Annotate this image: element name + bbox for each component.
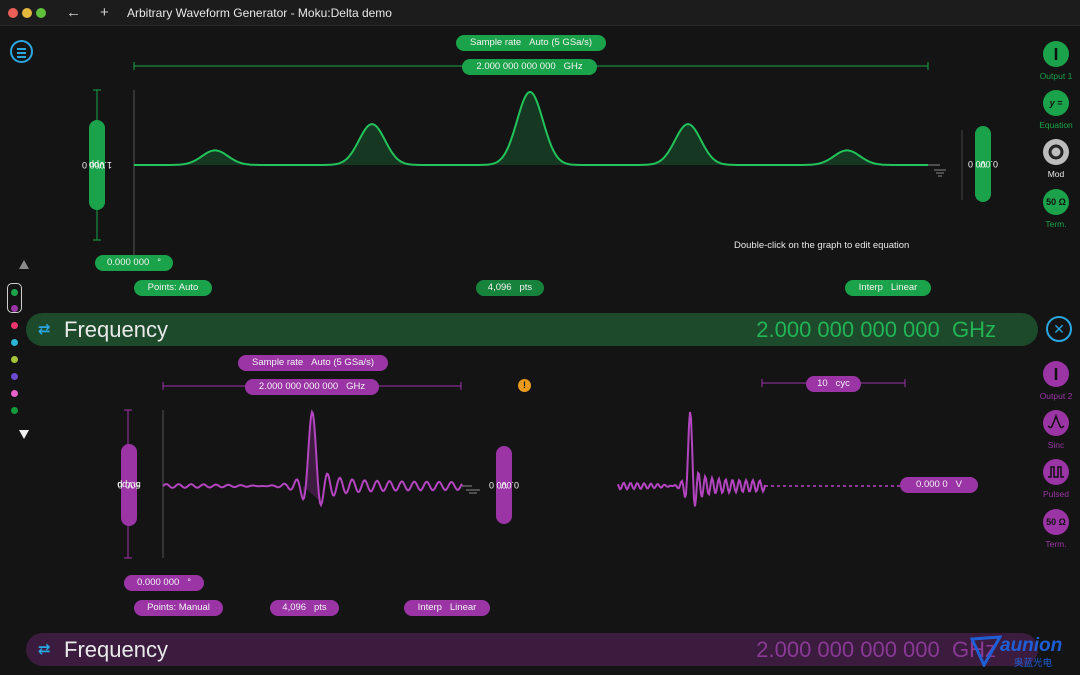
ch2-interp-pill[interactable]: Interp Linear <box>404 600 490 616</box>
new-tab-plus-icon[interactable]: + <box>100 4 109 21</box>
logo-mark-icon <box>969 635 1002 667</box>
ch1-phase-pill[interactable]: 0.000 000 ° <box>95 255 173 271</box>
frequency-label: Frequency <box>64 637 168 662</box>
mod-label: Mod <box>1047 169 1065 179</box>
sinc-icon[interactable] <box>1043 410 1069 436</box>
ch2-amplitude-pill[interactable]: 500.0 mVpp <box>117 444 141 526</box>
edit-equation-hint: Double-click on the graph to edit equati… <box>734 240 910 251</box>
frequency-value[interactable]: 2.000 000 000 000 GHz <box>756 637 996 662</box>
ch1-frequency-bar[interactable]: ⇄ Frequency 2.000 000 000 000 GHz <box>26 313 1038 346</box>
scroll-up-arrow-icon[interactable] <box>19 260 29 269</box>
channel-dot-4[interactable] <box>11 339 18 346</box>
ch2-burst-cycles-pill[interactable]: 10 cyc <box>806 376 861 392</box>
scroll-down-arrow-icon[interactable] <box>19 430 29 439</box>
swap-arrows-icon[interactable]: ⇄ <box>38 641 51 658</box>
output2-label: Output 2 <box>1039 391 1073 401</box>
ch2-frequency-pill[interactable]: 2.000 000 000 000 GHz <box>245 379 379 395</box>
pulse-icon[interactable] <box>1043 459 1069 485</box>
termination-label: Term. <box>1045 539 1067 549</box>
minimize-window-button[interactable] <box>22 8 32 18</box>
maximize-window-button[interactable] <box>36 8 46 18</box>
channel-dot-6[interactable] <box>11 373 18 380</box>
ch2-phase-pill[interactable]: 0.000 000 ° <box>124 575 204 591</box>
aunion-logo: aunion 奥蓝光电 <box>968 633 1076 671</box>
pulsed-label: Pulsed <box>1043 489 1069 499</box>
output1-power-icon[interactable] <box>1043 41 1069 67</box>
termination-icon[interactable]: 50 Ω <box>1043 509 1069 535</box>
ch1-interp-pill[interactable]: Interp Linear <box>845 280 931 296</box>
ch2-sample-rate-pill[interactable]: Sample rate Auto (5 GSa/s) <box>238 355 388 371</box>
termination-icon[interactable]: 50 Ω <box>1043 189 1069 215</box>
channel-dot-1[interactable] <box>11 289 18 296</box>
main-menu-button[interactable] <box>10 40 33 63</box>
window-title: Arbitrary Waveform Generator - Moku:Delt… <box>127 6 392 20</box>
equation-icon[interactable]: y = <box>1043 90 1069 116</box>
ch2-offset-pill[interactable]: 0.000 0 V <box>489 446 519 524</box>
ch2-points-mode-pill[interactable]: Points: Manual <box>134 600 223 616</box>
termination-label: Term. <box>1045 219 1067 229</box>
ch1-points-count-pill[interactable]: 4,096 pts <box>476 280 544 296</box>
frequency-label: Frequency <box>64 317 168 342</box>
ch1-amplitude-pill[interactable]: 1.000 0 Vpp <box>82 120 112 210</box>
tools-wrench-icon[interactable]: ✕ <box>1046 316 1072 342</box>
channel-selector-frame[interactable] <box>7 283 22 313</box>
swap-arrows-icon[interactable]: ⇄ <box>38 321 51 338</box>
ch1-offset-pill[interactable]: 0.000 0 V <box>968 126 998 202</box>
mod-ring-icon[interactable] <box>1043 139 1069 165</box>
output1-label: Output 1 <box>1039 71 1073 81</box>
ch1-sample-rate-pill[interactable]: Sample rate Auto (5 GSa/s) <box>456 35 606 51</box>
back-arrow-icon[interactable]: ← <box>66 4 81 21</box>
channel-dot-8[interactable] <box>11 407 18 414</box>
ch2-points-count-pill[interactable]: 4,096 pts <box>270 600 339 616</box>
equation-label: Equation <box>1039 120 1073 130</box>
ground-icon <box>928 164 946 177</box>
ch2-frequency-bar[interactable]: ⇄ Frequency 2.000 000 000 000 GHz <box>26 633 1038 666</box>
frequency-value[interactable]: 2.000 000 000 000 GHz <box>756 317 996 342</box>
close-window-button[interactable] <box>8 8 18 18</box>
output2-power-icon[interactable] <box>1043 361 1069 387</box>
ground-icon <box>462 485 480 494</box>
channel-dot-3[interactable] <box>11 322 18 329</box>
sinc-label: Sinc <box>1047 440 1065 450</box>
title-bar: ← + Arbitrary Waveform Generator - Moku:… <box>0 0 1080 26</box>
ch1-points-mode-pill[interactable]: Points: Auto <box>134 280 212 296</box>
warning-icon[interactable]: ! <box>518 379 531 392</box>
channel-dot-5[interactable] <box>11 356 18 363</box>
ch2-idle-level-pill[interactable]: 0.000 0 V <box>900 477 978 493</box>
ch1-frequency-pill[interactable]: 2.000 000 000 000 GHz <box>462 59 597 75</box>
channel-dot-2[interactable] <box>11 305 18 312</box>
channel-dot-7[interactable] <box>11 390 18 397</box>
